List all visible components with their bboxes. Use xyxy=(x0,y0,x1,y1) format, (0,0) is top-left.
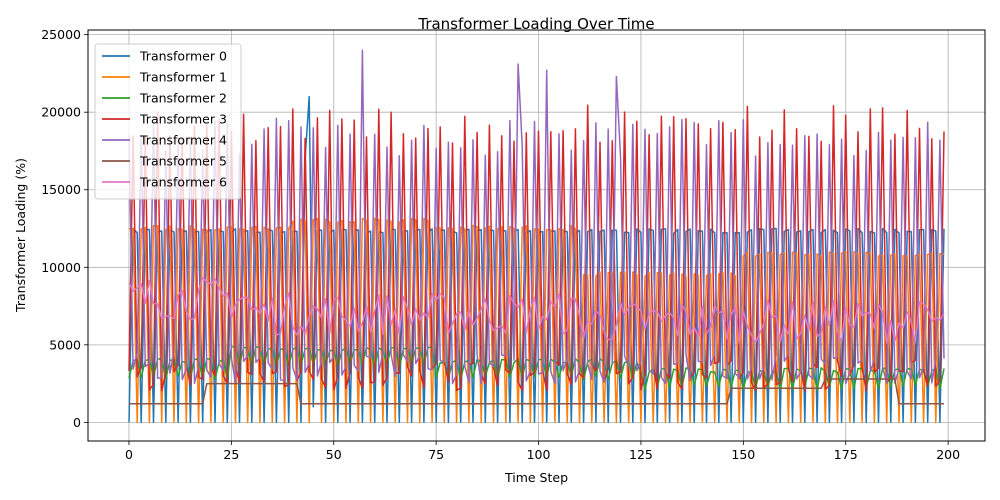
series-line-transformer-0 xyxy=(128,95,945,424)
y-tick-label: 0 xyxy=(73,415,81,430)
legend: Transformer 0 Transformer 1 Transformer 2 T… xyxy=(94,43,242,200)
y-tick-label: 5000 xyxy=(49,337,81,352)
y-axis-title: Transformer Loading (%) xyxy=(13,158,28,313)
legend-label: Transformer 0 xyxy=(139,49,227,64)
series-line-transformer-5 xyxy=(129,378,944,405)
legend-label: Transformer 2 xyxy=(139,91,227,106)
x-tick-label: 200 xyxy=(936,447,960,462)
legend-label: Transformer 5 xyxy=(139,154,227,169)
y-tick-label: 25000 xyxy=(41,27,81,42)
plot-frame xyxy=(87,29,986,442)
chart-title: Transformer Loading Over Time xyxy=(417,15,654,33)
legend-label: Transformer 4 xyxy=(139,133,227,148)
y-tick-label: 15000 xyxy=(41,182,81,197)
x-tick-label: 125 xyxy=(629,447,653,462)
x-tick-label: 100 xyxy=(527,447,551,462)
x-tick-label: 150 xyxy=(731,447,755,462)
x-tick-label: 0 xyxy=(125,447,133,462)
x-tick-label: 25 xyxy=(223,447,239,462)
series-line-transformer-4 xyxy=(128,49,945,385)
x-tick-label: 50 xyxy=(326,447,342,462)
y-tick-label: 20000 xyxy=(41,105,81,120)
y-tick-label: 10000 xyxy=(41,260,81,275)
legend-label: Transformer 6 xyxy=(139,175,227,190)
legend-box xyxy=(94,43,242,200)
x-tick-label: 175 xyxy=(834,447,858,462)
y-ticks: 0 5000 10000 15000 20000 25000 xyxy=(41,27,88,430)
legend-label: Transformer 1 xyxy=(139,70,227,85)
series-line-transformer-6 xyxy=(128,277,945,345)
x-axis-title: Time Step xyxy=(504,470,568,485)
legend-label: Transformer 3 xyxy=(139,112,227,127)
series-layer xyxy=(128,49,945,424)
x-tick-label: 75 xyxy=(428,447,444,462)
x-ticks: 0 25 50 75 100 125 150 175 200 xyxy=(125,441,960,462)
